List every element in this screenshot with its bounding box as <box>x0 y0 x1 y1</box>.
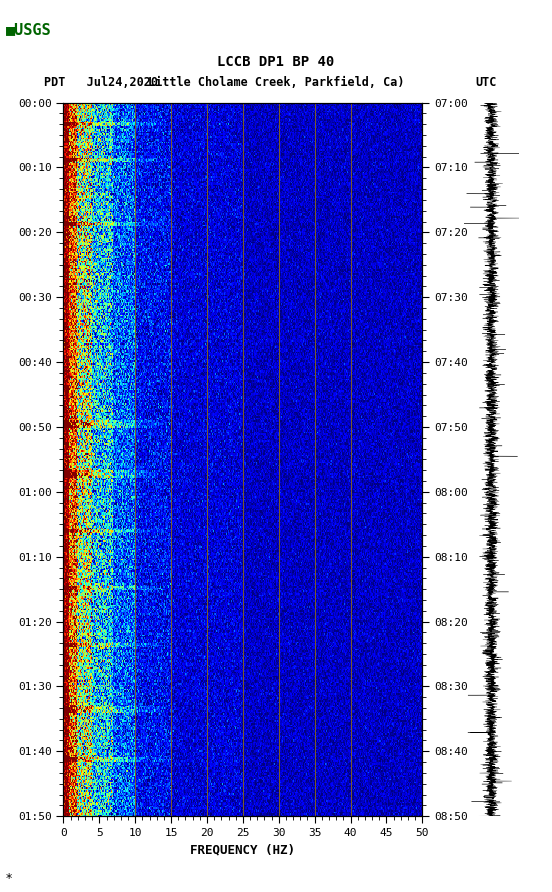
Text: LCCB DP1 BP 40: LCCB DP1 BP 40 <box>217 55 335 70</box>
Text: ■USGS: ■USGS <box>6 22 51 37</box>
Text: PDT   Jul24,2020: PDT Jul24,2020 <box>44 77 158 89</box>
Text: *: * <box>6 871 12 885</box>
Text: Little Cholame Creek, Parkfield, Ca): Little Cholame Creek, Parkfield, Ca) <box>148 77 404 89</box>
X-axis label: FREQUENCY (HZ): FREQUENCY (HZ) <box>190 844 295 856</box>
Text: UTC: UTC <box>475 77 496 89</box>
